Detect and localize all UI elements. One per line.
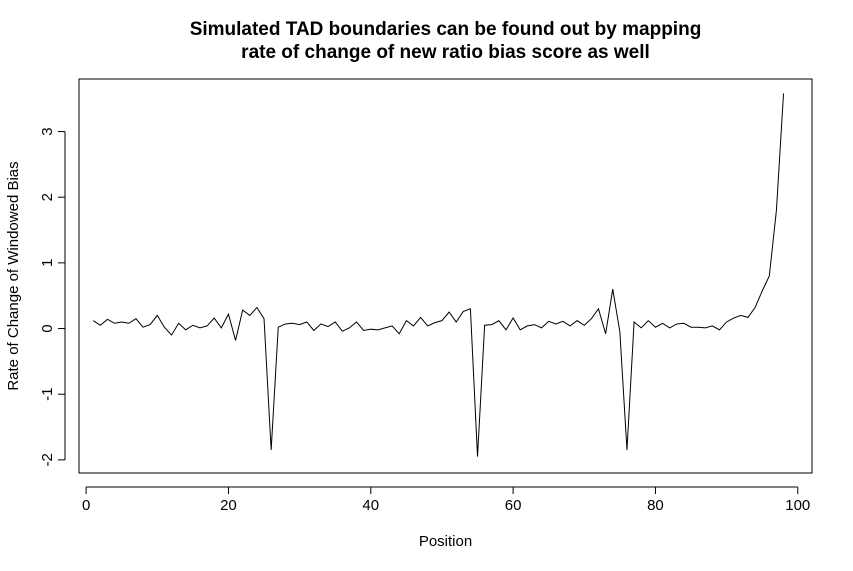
y-axis-label: Rate of Change of Windowed Bias xyxy=(5,161,22,390)
x-axis: 0 20 40 60 80 100 xyxy=(82,486,810,514)
y-tick-label: 0 xyxy=(39,324,56,332)
chart-title: Simulated TAD boundaries can be found ou… xyxy=(190,19,702,63)
y-tick-label: -1 xyxy=(39,388,56,401)
x-tick-label: 40 xyxy=(362,497,379,514)
chart-title-line: rate of change of new ratio bias score a… xyxy=(241,42,650,63)
x-tick-label: 20 xyxy=(220,497,237,514)
plot-frame xyxy=(78,78,813,474)
y-tick-label: -2 xyxy=(39,453,56,466)
y-tick-label: 3 xyxy=(39,127,56,135)
chart-title-line: Simulated TAD boundaries can be found ou… xyxy=(190,19,702,40)
y-tick-label: 1 xyxy=(39,259,56,267)
x-tick-label: 80 xyxy=(647,497,664,514)
series-line xyxy=(92,93,785,457)
x-axis-label: Position xyxy=(419,533,472,550)
y-axis: -2 -1 0 1 2 3 xyxy=(39,127,66,467)
x-tick-label: 100 xyxy=(785,497,810,514)
x-tick-label: 60 xyxy=(505,497,522,514)
x-tick-label: 0 xyxy=(82,497,90,514)
y-tick-label: 2 xyxy=(39,193,56,201)
